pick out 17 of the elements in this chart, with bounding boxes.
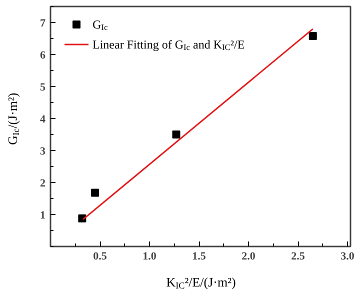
x-tick-label: 1.0 [142, 250, 157, 262]
point [91, 188, 100, 197]
y-tick-label: 3 [40, 146, 46, 158]
x-tick-label: 2.5 [291, 250, 306, 262]
x-tick-label: 0.5 [93, 250, 108, 262]
point [172, 130, 180, 138]
y-tick-label: 4 [40, 114, 46, 126]
y-tick-label: 5 [40, 82, 46, 94]
x-tick-label: 2.0 [242, 250, 256, 262]
y-tick-label: 1 [40, 210, 46, 222]
y-tick-label: 6 [40, 50, 46, 62]
y-tick-label: 2 [40, 178, 46, 190]
x-tick-label: 3.0 [340, 250, 355, 262]
y-axis-title: GIc/(J·m²) [5, 92, 21, 145]
x-tick-label: 1.5 [192, 250, 206, 262]
y-tick-label: 7 [40, 18, 46, 30]
point [308, 32, 317, 40]
